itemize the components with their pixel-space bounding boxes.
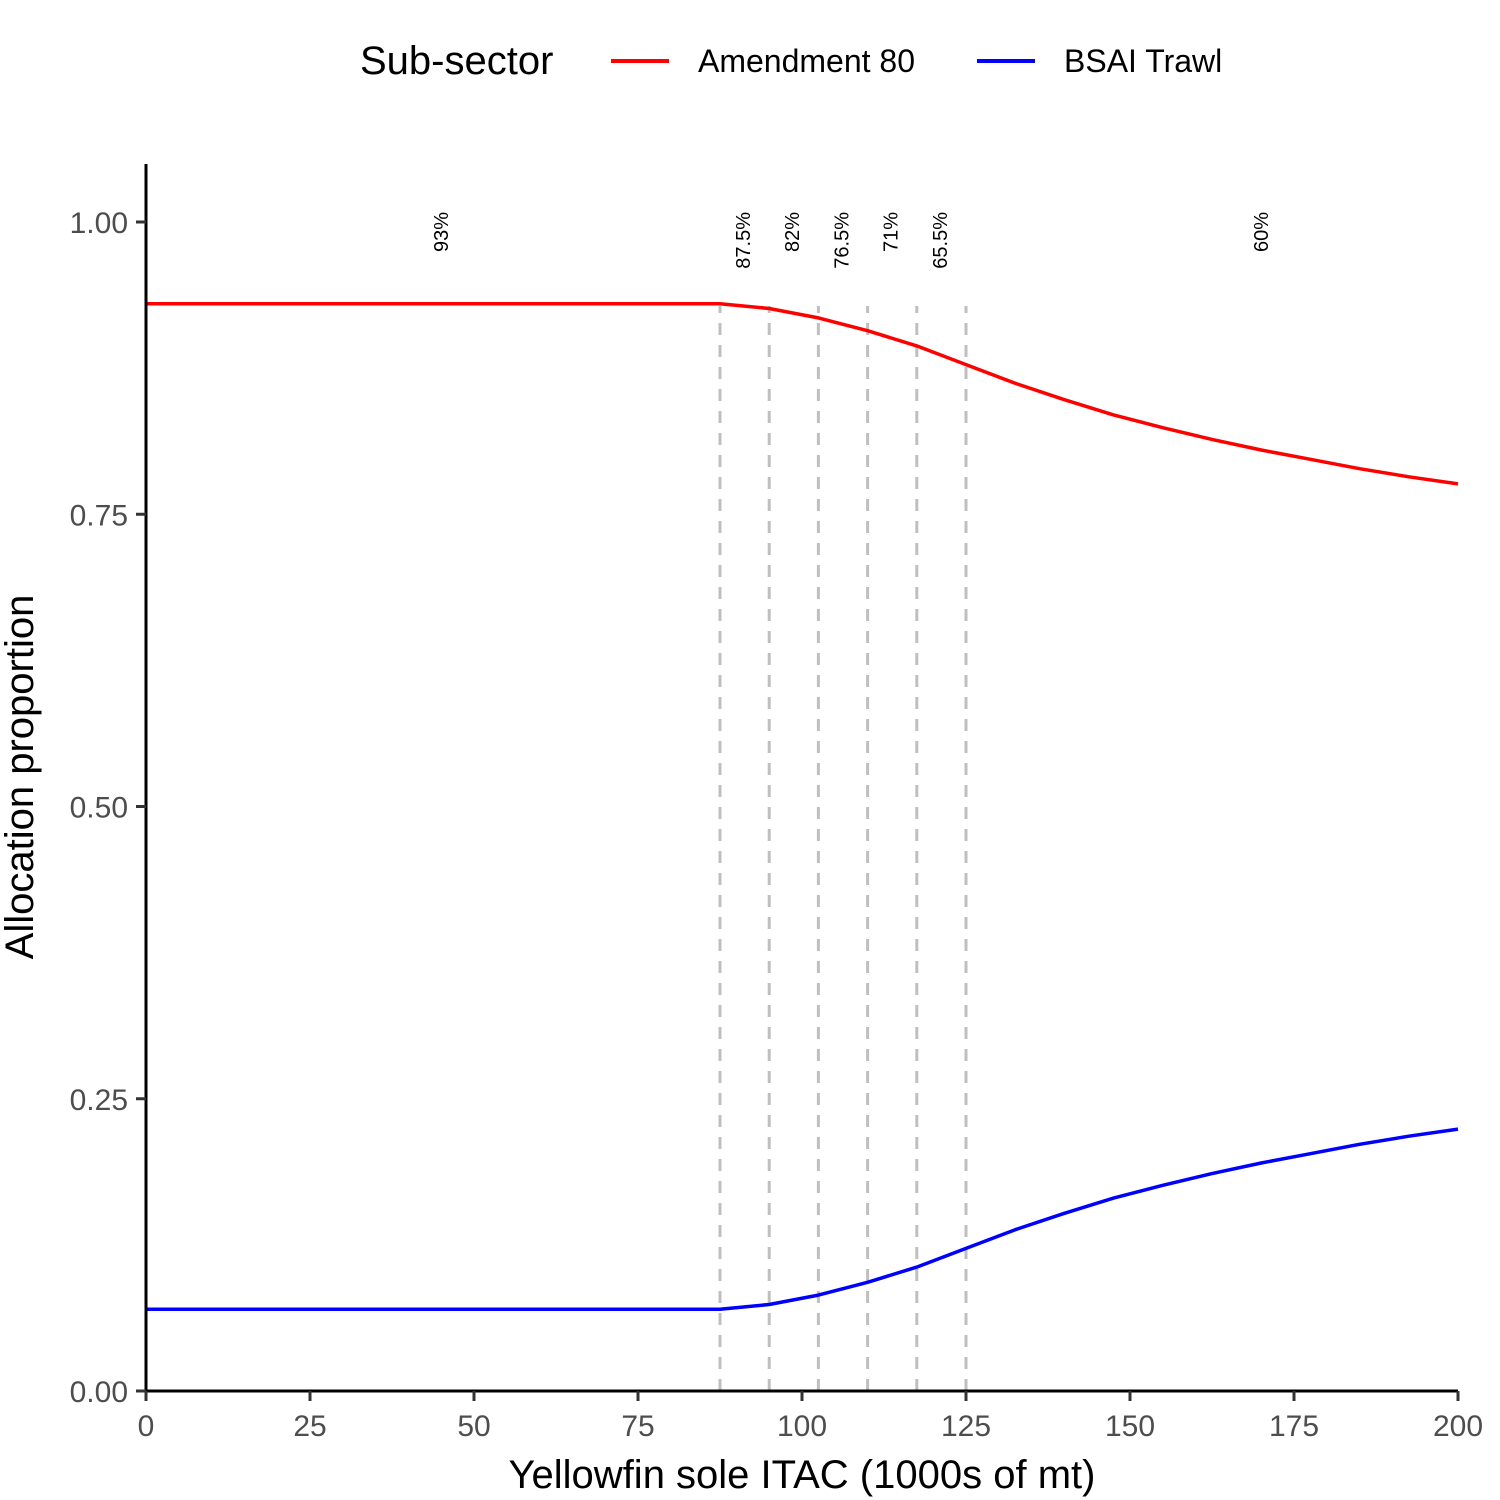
x-tick-label: 200 [1433, 1410, 1483, 1443]
legend-label-amendment-80: Amendment 80 [698, 43, 915, 79]
y-axis-title: Allocation proportion [0, 595, 42, 960]
legend-label-bsai-trawl: BSAI Trawl [1064, 43, 1222, 79]
legend-title: Sub-sector [360, 39, 553, 83]
plot-area: 93% 87.5% 82% 76.5% 71% 65.5% 60% 0 25 50 75 100 125… [70, 164, 1483, 1443]
x-tick-label: 75 [621, 1410, 654, 1443]
annotation-label: 82% [782, 212, 804, 252]
x-axis-title: Yellowfin sole ITAC (1000s of mt) [509, 1453, 1096, 1497]
x-tick-label: 175 [1269, 1410, 1319, 1443]
y-tick-label: 0.25 [70, 1084, 128, 1117]
y-tick-label: 0.75 [70, 499, 128, 532]
y-tick-label: 0.50 [70, 792, 128, 825]
x-tick-label: 50 [457, 1410, 490, 1443]
y-tick-label: 1.00 [70, 207, 128, 240]
x-tick-label: 150 [1105, 1410, 1155, 1443]
x-tick-label: 100 [777, 1410, 827, 1443]
annotation-label: 60% [1251, 212, 1273, 252]
annotation-label: 76.5% [831, 212, 853, 269]
annotation-label: 71% [881, 212, 903, 252]
annotation-label: 93% [431, 212, 453, 252]
annotation-label: 87.5% [733, 212, 755, 269]
series-line-bsai-trawl [146, 1127, 1459, 1311]
legend: Sub-sector Amendment 80 BSAI Trawl [360, 39, 1222, 83]
x-tick-label: 125 [941, 1410, 991, 1443]
series-line-amendment-80 [146, 302, 1459, 486]
y-tick-label: 0.00 [70, 1376, 128, 1409]
x-tick-label: 25 [293, 1410, 326, 1443]
annotation-label: 65.5% [930, 212, 952, 269]
x-tick-label: 0 [138, 1410, 155, 1443]
